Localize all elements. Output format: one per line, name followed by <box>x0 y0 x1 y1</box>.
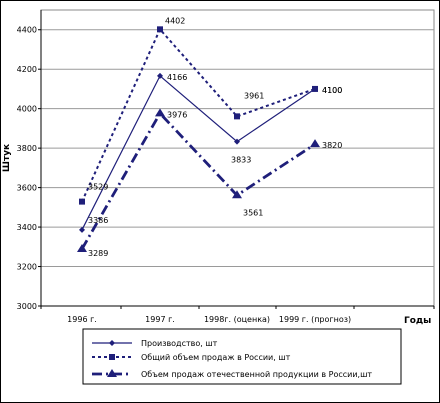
data-label: 4100 <box>322 86 342 95</box>
grid-lines <box>41 29 434 307</box>
data-point-square <box>157 26 163 33</box>
x-axis-title: Годы <box>404 316 431 326</box>
x-tick-label: 1996 г. <box>67 315 97 324</box>
data-point-diamond <box>234 138 240 145</box>
legend-box <box>82 328 402 385</box>
legend-label: Общий объем продаж в России, шт <box>141 353 291 362</box>
data-label: 3529 <box>88 183 108 192</box>
series-line <box>80 111 316 250</box>
series <box>77 26 320 252</box>
axes: 3000 3200 3400 3600 3800 4000 4200 4400 1996 г. 1… <box>17 10 435 324</box>
y-tick-label: 3400 <box>17 223 37 232</box>
data-label: 4402 <box>165 16 185 25</box>
data-point-diamond <box>79 226 85 233</box>
y-axis-title: Штук <box>2 144 12 172</box>
data-point-triangle <box>107 369 117 377</box>
y-tick-label: 3000 <box>17 302 37 311</box>
y-tick-label: 4200 <box>17 65 37 74</box>
data-label: 3561 <box>243 208 263 217</box>
data-point-diamond <box>157 72 163 79</box>
data-point-square <box>109 354 115 360</box>
data-point-square <box>312 85 318 92</box>
data-label: 4100 <box>322 86 342 95</box>
data-point-triangle <box>232 190 242 199</box>
y-tick-label: 3600 <box>17 184 37 193</box>
y-tick-label: 3800 <box>17 144 37 153</box>
x-tick-label: 1999 г. (прогноз) <box>279 315 351 324</box>
legend-label: Производство, шт <box>141 339 218 348</box>
data-point-triangle <box>155 108 165 117</box>
data-label: 3386 <box>88 216 108 225</box>
plot-area <box>40 9 435 307</box>
x-tick-label: 1998г. (оценка) <box>204 315 270 324</box>
data-label: 3820 <box>322 141 342 150</box>
legend: Производство, шт Общий объем продаж в Рос… <box>92 339 372 379</box>
series-line <box>81 27 316 203</box>
data-label: 3289 <box>88 249 108 258</box>
data-point-triangle <box>310 139 320 148</box>
data-point-square <box>79 198 85 205</box>
y-tick-label: 4400 <box>17 26 37 35</box>
data-point-square <box>234 113 240 120</box>
data-label: 3833 <box>231 156 251 165</box>
data-label: 3961 <box>244 91 264 100</box>
y-tick-label: 3200 <box>17 263 37 272</box>
y-tick-label: 4000 <box>17 105 37 114</box>
data-point-diamond <box>109 340 115 346</box>
data-labels: 3386416638334100352944023961410032893976… <box>88 16 342 258</box>
legend-label: Объем продаж отечественной продукции в Р… <box>141 370 372 379</box>
data-label: 4166 <box>167 73 187 82</box>
x-tick-label: 1997 г. <box>145 315 175 324</box>
data-point-triangle <box>77 243 87 252</box>
data-label: 3976 <box>167 110 187 119</box>
series-line <box>81 74 316 231</box>
